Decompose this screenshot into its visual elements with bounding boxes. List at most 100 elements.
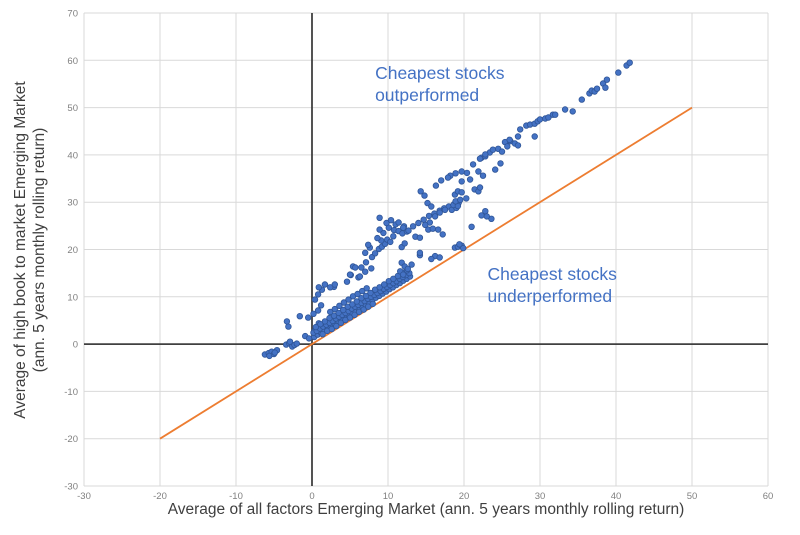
data-point (468, 223, 475, 230)
data-point (489, 146, 497, 153)
reference-line (159, 106, 693, 440)
data-point (314, 291, 322, 298)
data-point (336, 302, 343, 309)
data-point (492, 166, 499, 173)
data-point (517, 126, 524, 133)
annotation-cheapest-underperformed: Cheapest stocks underperformed (488, 263, 617, 307)
data-point (352, 264, 359, 271)
data-point (475, 168, 482, 175)
data-point (460, 244, 467, 252)
y-axis-title-line1: Average of high book to market Emerging … (12, 81, 29, 419)
data-point (400, 271, 407, 278)
y-tick-label: 10 (67, 292, 78, 303)
data-point (531, 133, 538, 140)
data-point (319, 331, 326, 338)
data-point (360, 306, 367, 313)
data-point (444, 174, 452, 181)
data-point (416, 234, 424, 241)
data-point (561, 106, 569, 113)
data-point (321, 318, 329, 325)
x-tick-label: -30 (77, 491, 91, 502)
y-axis-title-line2: (ann. 5 years monthly rolling return) (31, 127, 48, 373)
data-point (365, 303, 372, 310)
data-point (545, 114, 552, 121)
tick-labels: -30 -20 -10 0 10 20 30 40 50 60 -30 -20 -10 0 10 20 30 40… (64, 9, 773, 503)
scatter-points (261, 59, 633, 360)
data-point (626, 59, 633, 66)
data-point (340, 306, 347, 314)
data-point (371, 250, 379, 257)
data-point (425, 212, 433, 220)
data-point (504, 143, 511, 150)
data-point (363, 285, 370, 292)
data-point (476, 155, 484, 162)
y-tick-label: 0 (73, 340, 78, 351)
data-point (305, 335, 313, 342)
data-point (390, 275, 397, 282)
data-point (569, 108, 576, 115)
data-point (498, 148, 506, 155)
data-point (381, 281, 388, 288)
x-tick-label: 10 (383, 491, 394, 502)
data-point (435, 226, 442, 233)
annotation-line: Cheapest stocks (375, 62, 505, 83)
data-point (432, 182, 440, 189)
data-point (349, 301, 356, 308)
data-point (483, 213, 490, 220)
y-tick-label: 50 (67, 103, 78, 114)
data-point (456, 241, 463, 248)
data-point (358, 264, 365, 271)
data-point (367, 289, 374, 297)
data-point (321, 281, 329, 288)
data-point (415, 219, 422, 227)
data-point (431, 213, 439, 220)
data-point (400, 224, 407, 231)
x-tick-label: 0 (309, 491, 314, 502)
data-point (310, 310, 317, 317)
data-point (293, 340, 300, 347)
data-point (368, 265, 375, 272)
data-point (343, 278, 351, 285)
data-point (365, 241, 372, 248)
annotation-line: underperformed (487, 285, 613, 306)
data-point (458, 178, 465, 185)
x-tick-label: -20 (153, 491, 167, 502)
data-point (317, 321, 324, 328)
data-point (376, 214, 383, 221)
data-point (359, 287, 366, 295)
data-point (395, 219, 402, 226)
data-point (593, 85, 601, 92)
data-point (416, 249, 424, 256)
data-point (327, 284, 334, 291)
data-point (436, 254, 443, 261)
data-point (390, 233, 397, 240)
data-point (346, 271, 354, 278)
data-point (463, 169, 471, 177)
data-point (428, 203, 435, 210)
x-tick-label: 50 (687, 491, 698, 502)
data-point (286, 338, 294, 345)
data-point (305, 314, 312, 321)
y-tick-label: -20 (64, 434, 78, 445)
y-tick-label: 70 (67, 9, 78, 20)
data-point (514, 133, 522, 140)
data-point (335, 309, 342, 317)
data-point (476, 184, 484, 191)
data-point (482, 151, 489, 158)
data-point (362, 268, 369, 275)
data-point (271, 349, 278, 356)
data-point (615, 69, 622, 76)
data-point (469, 161, 477, 168)
data-point (405, 227, 412, 234)
data-point (457, 196, 464, 203)
data-point (312, 323, 319, 331)
data-point (429, 225, 436, 232)
data-point (376, 284, 383, 291)
data-point (328, 325, 335, 333)
x-tick-label: -10 (229, 491, 243, 502)
data-point (330, 312, 338, 319)
data-point (404, 265, 411, 273)
data-point (458, 168, 465, 175)
